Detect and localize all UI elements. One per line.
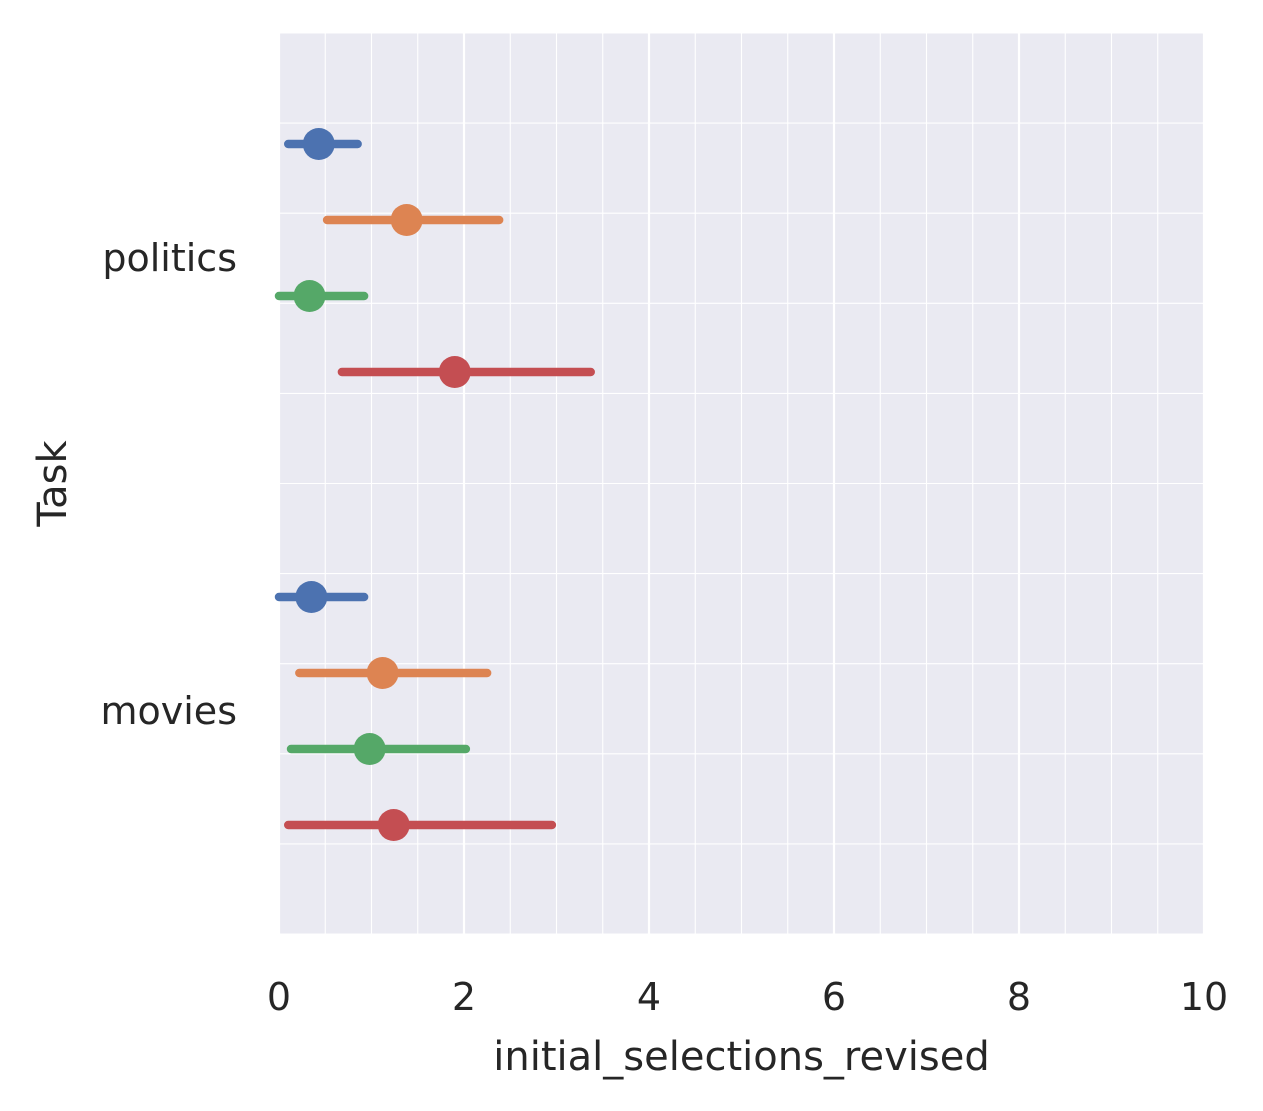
x-tick-label: 2 [452,975,476,1019]
data-point [366,657,399,689]
data-point [353,733,386,765]
data-point [302,128,335,160]
y-tick-labels: politics movies [101,236,238,733]
chart-marks [274,128,595,841]
data-point [295,581,328,613]
y-axis-label: Task [30,440,76,528]
data-point [438,356,471,388]
y-tick-label: movies [101,689,238,733]
x-tick-label: 6 [822,975,846,1019]
x-tick-label: 8 [1007,975,1031,1019]
x-tick-label: 0 [267,975,291,1019]
grid [277,32,1206,935]
y-tick-label: politics [102,236,237,280]
x-tick-labels: 0 2 4 6 8 10 [267,975,1228,1019]
data-point [377,809,410,841]
x-tick-label: 4 [637,975,661,1019]
data-point [390,204,423,236]
x-axis-label: initial_selections_revised [493,1034,989,1080]
data-point [293,280,326,312]
x-tick-label: 10 [1180,975,1228,1019]
